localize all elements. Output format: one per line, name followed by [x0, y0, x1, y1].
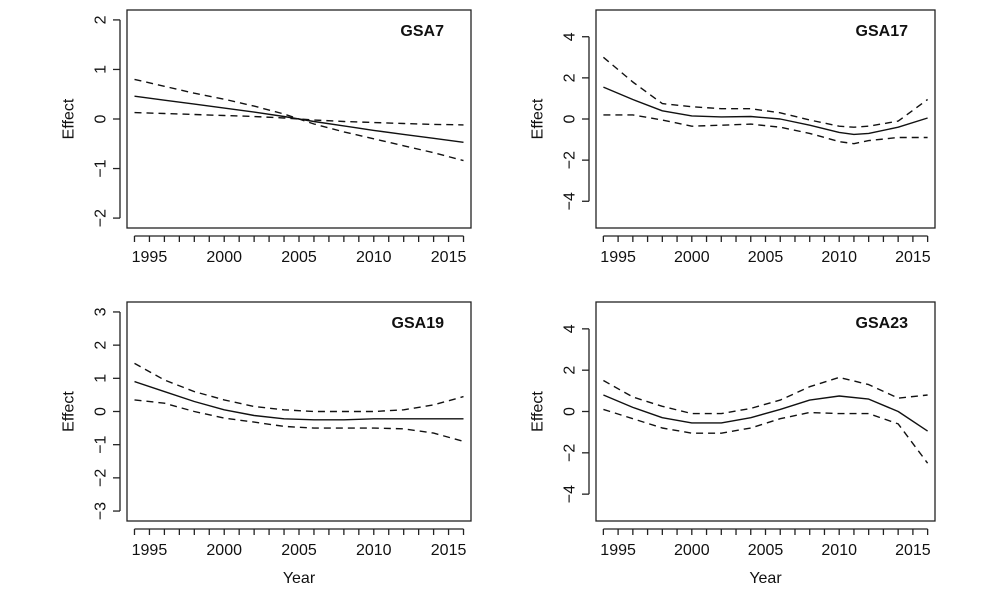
- x-tick-label: 2015: [431, 542, 467, 559]
- y-tick-label: 3: [93, 307, 110, 316]
- chart-panel-1: 1995 2000 2005 2010 2015 −2 −1 0 1 2 Effect GSA7: [61, 9, 472, 266]
- y-tick-label: −2: [93, 469, 110, 487]
- y-tick-label: −2: [562, 151, 579, 169]
- y-tick-label: 1: [93, 65, 110, 74]
- y-tick-label: −4: [562, 485, 579, 503]
- confidence-band-line: [134, 362, 464, 413]
- y-axis-label: Effect: [530, 391, 547, 432]
- y-tick-label: −4: [562, 192, 579, 210]
- x-tick-label: 2000: [206, 542, 242, 559]
- y-tick-label: 2: [93, 341, 110, 350]
- confidence-band-line: [134, 78, 464, 162]
- confidence-band-line: [603, 114, 928, 145]
- y-tick-label: −2: [562, 444, 579, 462]
- confidence-band-line: [602, 56, 929, 128]
- chart-panel-4: 1995 2000 2005 2010 2015 −4 −2 0 2 4 Effect Year GSA…: [530, 301, 936, 587]
- plot-frame: [595, 9, 936, 229]
- x-tick-label: 2000: [206, 249, 242, 266]
- panel-title: GSA19: [392, 315, 445, 332]
- confidence-band-line: [603, 408, 929, 464]
- effect-line: [603, 86, 928, 136]
- x-tick-label: 1995: [600, 542, 636, 559]
- y-tick-label: 1: [93, 374, 110, 383]
- y-tick-label: −3: [93, 502, 110, 520]
- x-tick-label: 2005: [748, 542, 784, 559]
- x-tick-label: 2015: [431, 249, 467, 266]
- x-tick-label: 2010: [356, 542, 392, 559]
- y-axis-label: Effect: [61, 391, 78, 432]
- x-tick-label: 1995: [600, 249, 636, 266]
- x-axis-label: Year: [749, 570, 782, 587]
- effect-line: [603, 394, 928, 432]
- y-tick-label: 0: [93, 407, 110, 416]
- y-tick-label: 0: [562, 407, 579, 416]
- x-tick-label: 2000: [674, 249, 710, 266]
- confidence-band-line: [603, 376, 928, 415]
- x-tick-label: 2010: [821, 542, 857, 559]
- confidence-band-line: [134, 111, 464, 126]
- y-tick-label: 0: [562, 114, 579, 123]
- effect-line: [134, 380, 464, 421]
- x-tick-label: 2000: [674, 542, 710, 559]
- chart-panel-2: 1995 2000 2005 2010 2015 −4 −2 0 2 4 Effect GSA17: [530, 9, 936, 266]
- plot-frame: [126, 9, 472, 229]
- plot-frame: [595, 301, 936, 522]
- confidence-band-line: [134, 399, 464, 443]
- x-tick-label: 1995: [132, 249, 168, 266]
- y-tick-label: 4: [562, 324, 579, 333]
- panel-title: GSA23: [856, 315, 909, 332]
- x-tick-label: 2005: [281, 542, 317, 559]
- y-tick-label: −1: [93, 435, 110, 453]
- y-tick-label: 4: [562, 32, 579, 41]
- x-tick-label: 2005: [281, 249, 317, 266]
- y-tick-label: 2: [93, 15, 110, 24]
- y-tick-label: 2: [562, 366, 579, 375]
- y-tick-label: 0: [93, 114, 110, 123]
- plot-frame: [126, 301, 472, 522]
- x-tick-label: 2015: [895, 542, 931, 559]
- x-axis-label: Year: [283, 570, 316, 587]
- x-tick-label: 2015: [895, 249, 931, 266]
- chart-panel-3: 1995 2000 2005 2010 2015 −3 −2 −1 0 1 2 3 Effect Year…: [61, 301, 472, 587]
- panel-title: GSA17: [856, 23, 909, 40]
- y-tick-label: −1: [93, 159, 110, 177]
- x-tick-label: 2010: [821, 249, 857, 266]
- x-tick-label: 1995: [132, 542, 168, 559]
- x-tick-label: 2010: [356, 249, 392, 266]
- y-tick-label: 2: [562, 73, 579, 82]
- x-tick-label: 2005: [748, 249, 784, 266]
- y-axis-label: Effect: [530, 98, 547, 139]
- panel-title: GSA7: [400, 23, 444, 40]
- y-axis-label: Effect: [61, 98, 78, 139]
- y-tick-label: −2: [93, 209, 110, 227]
